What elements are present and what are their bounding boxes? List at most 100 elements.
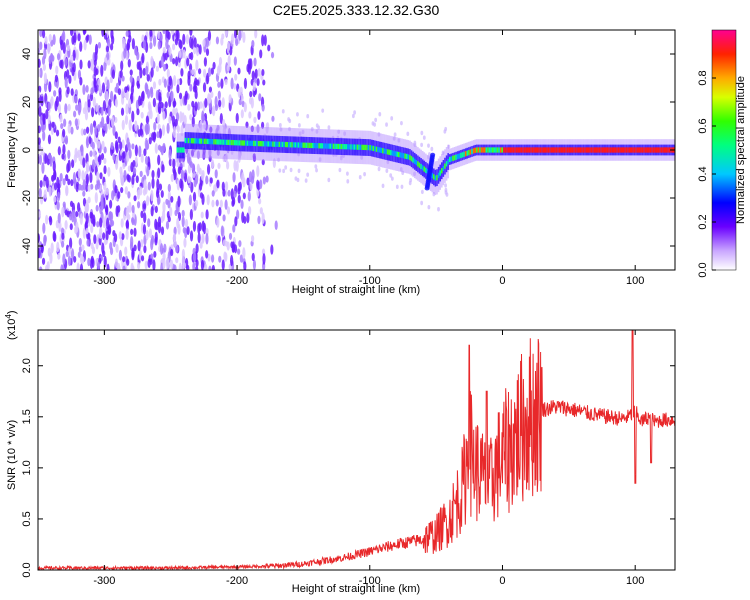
- spectrogram-ridge-cell: [281, 141, 284, 148]
- spectrogram-speckle: [44, 36, 48, 45]
- spectrogram-speckle: [189, 230, 194, 242]
- spectrogram-speckle: [124, 86, 128, 94]
- spectrogram-speckle: [248, 205, 252, 216]
- spectrogram-speckle: [195, 259, 199, 268]
- spectrogram-speckle: [78, 237, 82, 247]
- spectrogram-speckle: [176, 179, 180, 191]
- spectrogram-speckle: [105, 45, 110, 53]
- spectrogram-speckle: [212, 105, 216, 117]
- spectrogram-speckle: [160, 190, 164, 198]
- spectrogram-ridge-cell: [327, 143, 330, 149]
- spectrogram-ridge-cell: [652, 147, 655, 153]
- spectrogram-ridge-cell: [280, 141, 282, 148]
- spectrogram-speckle: [83, 30, 87, 35]
- spectrogram-ridge-cell: [205, 138, 207, 145]
- spectrogram-speckle: [390, 176, 394, 181]
- spectrogram-speckle: [162, 201, 166, 213]
- spectrogram-speckle: [202, 68, 207, 78]
- spectrogram-speckle: [56, 53, 61, 61]
- spectrogram-ridge-cell: [479, 147, 481, 153]
- spectrogram-ridge-cell: [522, 147, 524, 153]
- spectrogram-ridge-cell: [641, 147, 644, 153]
- colorbar-ticks: 0.0 0.2 0.4 0.6 0.8: [697, 70, 716, 278]
- spectrogram-speckle: [385, 122, 388, 127]
- spectrogram-ridge-cell: [405, 153, 408, 160]
- spectrogram-ridge-cell: [460, 152, 462, 159]
- spectrogram-speckle: [136, 201, 141, 209]
- spectrogram-ridge-cell: [313, 142, 316, 149]
- spectrogram-speckle: [49, 155, 53, 167]
- spectrogram-speckle: [78, 246, 83, 253]
- spectrogram-speckle: [126, 174, 130, 181]
- spectrogram-speckle: [219, 199, 223, 209]
- snr-y-tick-label: 0.0: [21, 562, 33, 577]
- spectrogram-ridge-cell: [213, 139, 215, 145]
- spectrogram-speckle: [261, 159, 265, 166]
- spectrogram-ridge-cell: [507, 147, 510, 153]
- spectrogram-speckle: [44, 153, 48, 165]
- spectrogram-ridge-cell: [304, 142, 306, 148]
- spectrogram-ridge-cell: [514, 147, 516, 153]
- spectrogram-speckle: [162, 46, 166, 54]
- spectrogram-speckle: [173, 75, 177, 87]
- spectrogram-ridge-cell: [562, 147, 564, 153]
- snr-x-tick-label: -100: [359, 575, 381, 587]
- spectrogram-speckle: [64, 137, 68, 145]
- spectrogram-ridge-cell: [229, 139, 231, 146]
- spectrogram-speckle: [115, 155, 119, 162]
- spectrogram-speckle: [133, 195, 137, 202]
- spectrogram-speckle: [227, 55, 231, 67]
- spectrogram-ridge-cell: [214, 139, 217, 145]
- spectrogram-speckle: [40, 95, 44, 107]
- spectrogram-speckle: [170, 173, 174, 183]
- spectrogram-ridge-cell: [361, 144, 363, 150]
- spectrogram-speckle: [150, 234, 155, 246]
- spectrogram-speckle: [200, 211, 204, 219]
- spectrogram-speckle: [42, 63, 46, 71]
- spectrogram-speckle: [43, 189, 47, 199]
- spectrogram-speckle: [233, 56, 237, 66]
- spectrogram-ridge-cell: [617, 147, 620, 153]
- spectrogram-speckle: [261, 103, 265, 112]
- spectrogram-speckle: [99, 227, 103, 236]
- spectrogram-speckle: [199, 241, 203, 249]
- spectrogram-speckle: [61, 153, 65, 160]
- spectrogram-speckle: [166, 68, 170, 79]
- spectrogram-speckle: [82, 197, 87, 207]
- spectrogram-speckle: [76, 262, 80, 270]
- spectrogram-speckle: [157, 40, 161, 50]
- spectrogram-ridge-cell: [270, 141, 273, 147]
- spectrogram-ridge-cell: [493, 147, 496, 153]
- spectrogram-ridge-cell: [202, 138, 204, 144]
- spectrogram-ridge-cell: [308, 142, 311, 149]
- spectrogram-ridge-cell: [624, 147, 626, 153]
- spectrogram-ridge-cell: [660, 147, 663, 153]
- spectrogram-speckle: [78, 183, 82, 191]
- spectrogram-speckle: [211, 190, 215, 197]
- spectrogram-speckle: [48, 186, 52, 197]
- spectrogram-speckle: [265, 175, 269, 183]
- spectrogram-speckle: [139, 170, 143, 178]
- spectrogram-speckle: [174, 56, 179, 67]
- spectrogram-speckle: [102, 123, 107, 131]
- spectrogram-speckle: [54, 182, 58, 191]
- spectrogram-speckle: [306, 172, 310, 177]
- spectrogram-speckle: [122, 256, 126, 263]
- spectrogram-speckle: [90, 183, 94, 190]
- spectrogram-speckle: [43, 72, 48, 85]
- spectrogram-speckle: [81, 244, 85, 251]
- spectrogram-speckle: [101, 242, 105, 254]
- spectrogram-speckle: [98, 154, 102, 166]
- spectrogram-ridge-cell: [453, 155, 456, 161]
- spectrogram-ridge-cell: [380, 147, 383, 153]
- spectrogram-ridge-cell: [511, 147, 513, 153]
- spectrogram-ridge-cell: [347, 144, 349, 150]
- spectrogram-speckle: [234, 216, 238, 227]
- snr-panel: -300 -200 -100 0 100 0.0 0.5 1.0 1.5 2.0 Height …: [4, 310, 676, 595]
- spectrogram-speckle: [129, 69, 133, 76]
- spectrogram-speckle: [232, 172, 236, 183]
- spectrogram-ridge-cell: [364, 144, 367, 151]
- spectrogram-speckle: [226, 64, 230, 72]
- spectrogram-ridge-cell: [433, 174, 435, 180]
- spectrogram-speckle: [158, 128, 162, 139]
